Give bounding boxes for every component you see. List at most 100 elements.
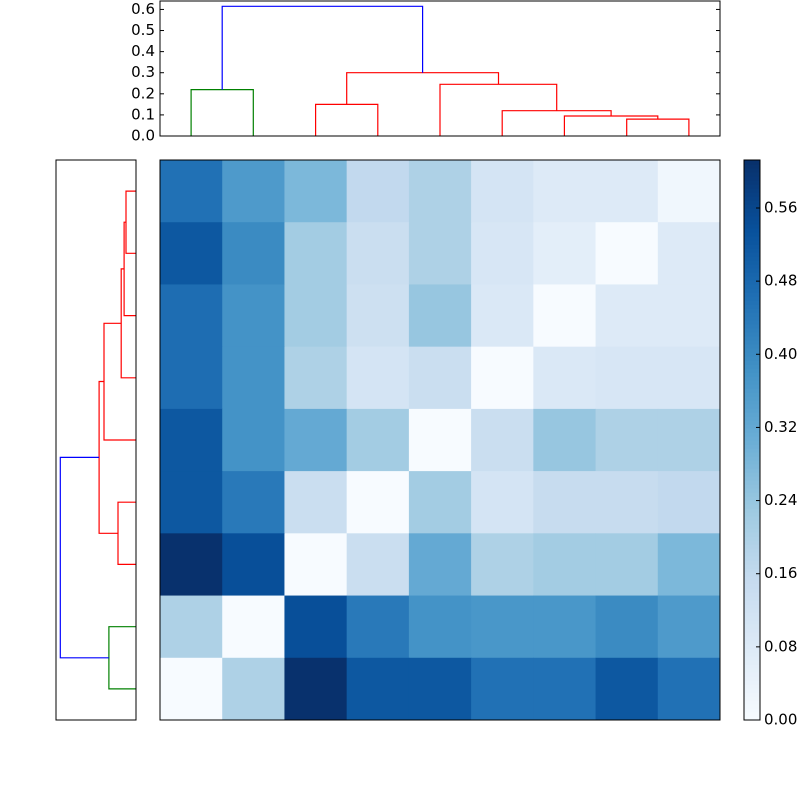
colorbar-swatch — [744, 336, 760, 341]
y-tick-label: 0.4 — [131, 42, 155, 60]
heatmap-cell — [222, 595, 285, 659]
colorbar-swatch — [744, 624, 760, 629]
colorbar-swatch — [744, 252, 760, 257]
heatmap-cell — [471, 471, 534, 534]
colorbar-swatch — [744, 604, 760, 609]
colorbar-swatch — [744, 368, 760, 373]
colorbar-swatch — [744, 608, 760, 613]
colorbar-swatch — [744, 332, 760, 337]
heatmap-cell — [471, 160, 534, 223]
heatmap-cell — [595, 160, 659, 223]
colorbar-swatch — [744, 564, 760, 569]
colorbar-swatch — [744, 456, 760, 461]
heatmap-cell — [284, 408, 348, 472]
y-tick-label: 0.5 — [131, 21, 155, 39]
colorbar-swatch — [744, 560, 760, 565]
colorbar-swatch — [744, 380, 760, 385]
colorbar-tick-label: 0.08 — [764, 637, 797, 655]
colorbar-swatch — [744, 620, 760, 625]
colorbar-swatch — [744, 580, 760, 585]
colorbar-swatch — [744, 420, 760, 425]
colorbar-swatch — [744, 632, 760, 637]
colorbar-swatch — [744, 168, 760, 173]
colorbar-swatch — [744, 640, 760, 645]
colorbar-swatch — [744, 636, 760, 641]
heatmap-cell — [408, 408, 472, 472]
colorbar-frame — [743, 159, 761, 721]
colorbar-swatch — [744, 600, 760, 605]
heatmap-cell — [657, 408, 721, 472]
colorbar-swatch — [744, 588, 760, 593]
colorbar-swatch — [744, 576, 760, 581]
colorbar-swatch — [744, 276, 760, 281]
heatmap-cell — [408, 346, 472, 410]
heatmap-cell — [346, 595, 410, 659]
colorbar-swatch — [744, 416, 760, 421]
colorbar-swatch — [744, 200, 760, 205]
heatmap-cell — [533, 595, 597, 659]
colorbar-swatch — [744, 676, 760, 681]
heatmap-cell — [657, 533, 721, 597]
colorbar-swatch — [744, 424, 760, 429]
colorbar-swatch — [744, 688, 760, 693]
colorbar-swatch — [744, 536, 760, 541]
heatmap-cell — [160, 471, 223, 534]
heatmap-cell — [346, 533, 410, 597]
colorbar-swatch — [744, 612, 760, 617]
colorbar-swatch — [744, 256, 760, 261]
heatmap-cell — [595, 346, 659, 410]
colorbar-swatch — [744, 448, 760, 453]
heatmap-cell — [160, 595, 223, 659]
colorbar-swatch — [744, 584, 760, 589]
colorbar-swatch — [744, 436, 760, 441]
colorbar-swatch — [744, 320, 760, 325]
colorbar-swatch — [744, 496, 760, 501]
colorbar-swatch — [744, 236, 760, 241]
colorbar-swatch — [744, 708, 760, 713]
colorbar-swatch — [744, 508, 760, 513]
colorbar-swatch — [744, 476, 760, 481]
heatmap-cell — [595, 471, 659, 534]
colorbar-swatch — [744, 528, 760, 533]
y-tick-label: 0.2 — [131, 84, 155, 102]
heatmap-cell — [657, 160, 721, 223]
heatmap-cell — [346, 160, 410, 223]
colorbar-swatch — [744, 440, 760, 445]
colorbar-swatch — [744, 616, 760, 621]
colorbar-swatch — [744, 204, 760, 209]
colorbar-swatch — [744, 712, 760, 717]
colorbar-swatch — [744, 468, 760, 473]
heatmap-cell — [657, 595, 721, 659]
heatmap-cell — [533, 284, 597, 348]
colorbar-swatch — [744, 396, 760, 401]
heatmap-cell — [595, 657, 659, 721]
colorbar-swatch — [744, 544, 760, 549]
colorbar-swatch — [744, 180, 760, 185]
colorbar-swatch — [744, 652, 760, 657]
colorbar-swatch — [744, 596, 760, 601]
heatmap-cell — [533, 533, 597, 597]
colorbar-swatch — [744, 592, 760, 597]
heatmap-cell — [657, 657, 721, 721]
colorbar-swatch — [744, 432, 760, 437]
colorbar-swatch — [744, 460, 760, 465]
colorbar-swatch — [744, 216, 760, 221]
colorbar-swatch — [744, 520, 760, 525]
colorbar-swatch — [744, 344, 760, 349]
heatmap-cell — [222, 657, 285, 721]
heatmap-cell — [222, 533, 285, 597]
colorbar-swatch — [744, 644, 760, 649]
colorbar-swatch — [744, 300, 760, 305]
colorbar-swatch — [744, 288, 760, 293]
heatmap-cell — [657, 284, 721, 348]
heatmap-cell — [595, 222, 659, 285]
heatmap-cell — [222, 284, 285, 348]
colorbar-swatch — [744, 164, 760, 169]
heatmap-cell — [533, 657, 597, 721]
dendrogram-link — [59, 456, 109, 659]
colorbar-swatch — [744, 312, 760, 317]
colorbar-swatch — [744, 272, 760, 277]
heatmap-cell — [471, 533, 534, 597]
colorbar-swatch — [744, 540, 760, 545]
